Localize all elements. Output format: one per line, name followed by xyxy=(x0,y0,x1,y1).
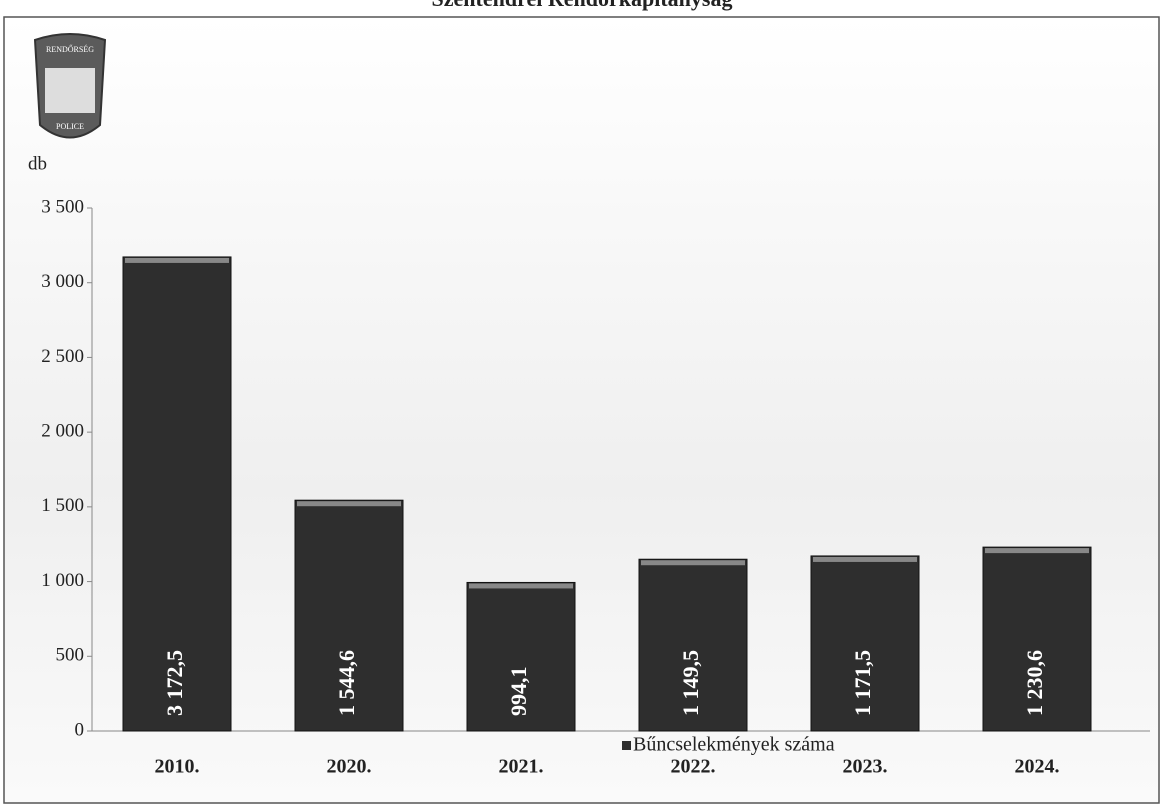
y-tick-label: 1 500 xyxy=(41,495,84,516)
bar xyxy=(122,256,232,732)
x-tick-label: 2024. xyxy=(1015,756,1060,778)
y-tick-label: 1 000 xyxy=(41,570,84,591)
y-tick-label: 2 000 xyxy=(41,421,84,442)
legend-swatch xyxy=(622,741,631,750)
bar xyxy=(982,546,1092,732)
bar xyxy=(294,499,404,732)
y-tick-label: 3 000 xyxy=(41,271,84,292)
value-label: 1 149,5 xyxy=(678,650,703,716)
value-label: 3 172,5 xyxy=(162,650,187,716)
y-axis-label: db xyxy=(28,153,47,174)
legend-label: Bűncselekmények száma xyxy=(633,734,835,756)
value-label: 994,1 xyxy=(506,667,531,717)
x-tick-label: 2021. xyxy=(499,756,544,778)
value-label: 1 230,6 xyxy=(1022,650,1047,716)
bar-highlight xyxy=(125,257,229,263)
bar xyxy=(638,558,748,732)
y-tick-label: 3 500 xyxy=(41,196,84,217)
y-tick-label: 2 500 xyxy=(41,346,84,367)
x-tick-label: 2010. xyxy=(155,756,200,778)
x-tick-label: 2023. xyxy=(843,756,888,778)
bar-highlight xyxy=(641,560,745,566)
bar-highlight xyxy=(813,556,917,562)
logo-bottom-text: POLICE xyxy=(56,122,84,131)
logo-top-text: RENDŐRSÉG xyxy=(46,44,94,54)
bar xyxy=(810,555,920,732)
x-tick-label: 2020. xyxy=(327,756,372,778)
x-tick-label: 2022. xyxy=(671,756,716,778)
logo: RENDŐRSÉG POLICE xyxy=(33,33,107,139)
value-label: 1 171,5 xyxy=(850,650,875,716)
value-label: 1 544,6 xyxy=(334,650,359,716)
bar-highlight xyxy=(297,501,401,507)
y-tick-label: 0 xyxy=(75,719,85,740)
bar-highlight xyxy=(985,548,1089,554)
y-tick-label: 500 xyxy=(56,645,85,666)
chart-title: Szentendrei Rendőrkapitányság xyxy=(432,0,733,11)
bar-highlight xyxy=(469,583,573,589)
bar xyxy=(466,581,576,732)
